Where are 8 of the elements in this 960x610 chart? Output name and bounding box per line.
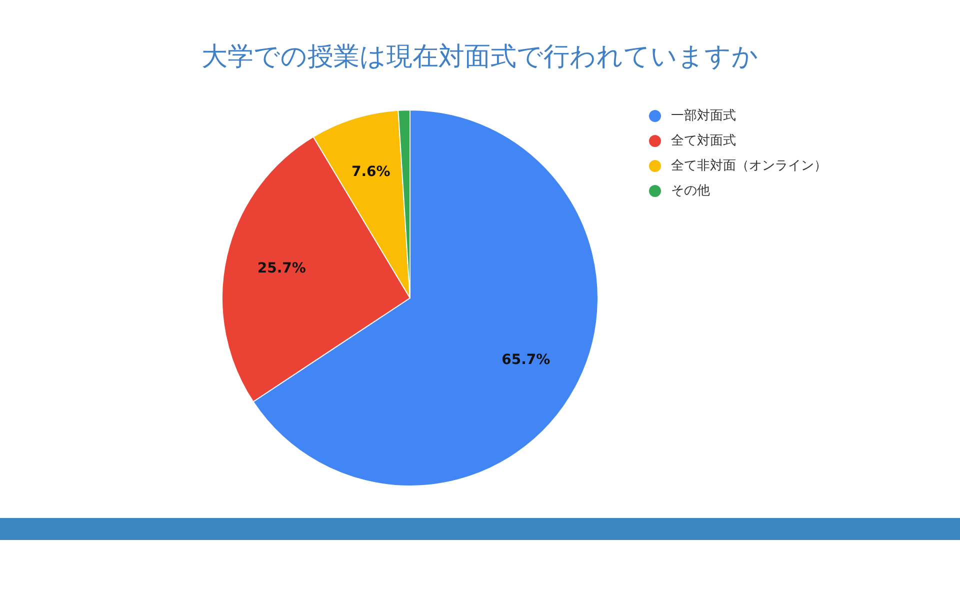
- data-label: 7.6%: [351, 164, 390, 180]
- data-label: 65.7%: [502, 352, 550, 368]
- legend-label: その他: [671, 184, 710, 199]
- data-label: 25.7%: [257, 260, 306, 277]
- chart-title: 大学での授業は現在対面式で行われていますか: [202, 42, 758, 72]
- legend-label: 全て非対面（オンライン）: [671, 158, 827, 174]
- legend-label: 全て対面式: [671, 132, 736, 149]
- legend-label: 一部対面式: [671, 108, 736, 124]
